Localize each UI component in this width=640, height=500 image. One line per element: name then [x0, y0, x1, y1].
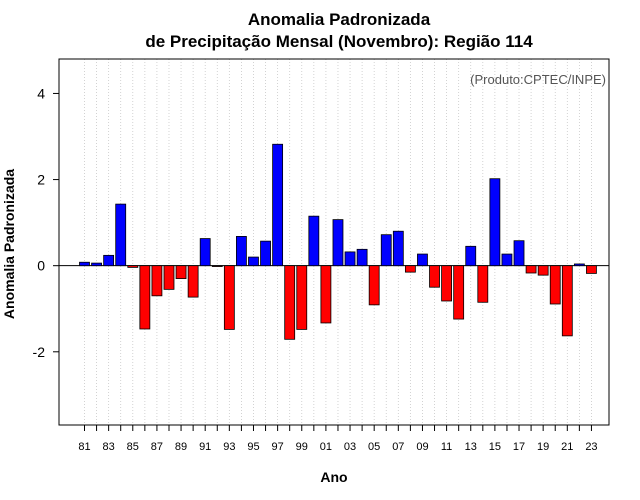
bar-11 [441, 265, 453, 302]
bar-20 [549, 265, 561, 305]
bar-16 [501, 253, 513, 267]
bar-07 [392, 230, 404, 267]
bar-94 [236, 236, 247, 267]
bar-98 [284, 265, 296, 340]
x-tick-label: 11 [441, 441, 452, 453]
bar-96 [260, 240, 271, 267]
bar-21 [561, 265, 573, 337]
x-tick-label: 23 [585, 441, 597, 453]
bar-13 [465, 245, 477, 267]
y-axis: 4 2 0 -2 [33, 85, 59, 360]
bar-99 [296, 265, 308, 330]
x-tick-label: 01 [320, 441, 332, 453]
bar-90 [187, 265, 199, 298]
bars [79, 143, 597, 340]
bar-14 [477, 265, 489, 303]
x-tick-label: 15 [489, 441, 501, 453]
bar-02 [332, 219, 344, 267]
bar-83 [103, 254, 115, 267]
chart-title: Anomalia Padronizada [248, 10, 431, 29]
bar-97 [272, 143, 284, 267]
bar-23 [586, 265, 597, 274]
bar-12 [453, 265, 465, 320]
bar-10 [429, 265, 440, 288]
x-tick-label: 07 [392, 441, 404, 453]
y-tick-label: 0 [37, 258, 45, 274]
x-tick-label: 05 [368, 441, 380, 453]
x-tick-label: 89 [175, 441, 187, 453]
bar-22 [573, 263, 585, 267]
x-tick-label: 19 [537, 441, 549, 453]
x-tick-label: 95 [247, 441, 259, 453]
x-tick-label: 21 [561, 441, 573, 453]
bar-91 [199, 238, 211, 267]
bar-82 [91, 262, 102, 267]
bar-89 [175, 265, 187, 279]
bar-84 [115, 203, 127, 267]
x-tick-label: 81 [78, 441, 90, 453]
bar-93 [223, 265, 235, 330]
x-tick-label: 85 [127, 441, 139, 453]
bar-19 [537, 265, 549, 276]
x-tick-label: 17 [513, 441, 525, 453]
x-tick-label: 99 [296, 441, 308, 453]
bar-18 [525, 265, 537, 274]
bar-92 [211, 265, 223, 267]
bar-95 [248, 256, 259, 267]
x-tick-label: 83 [103, 441, 115, 453]
x-tick-label: 13 [465, 441, 477, 453]
bar-09 [417, 253, 428, 267]
plot-frame [58, 58, 610, 426]
bar-08 [404, 265, 416, 273]
bar-81 [79, 261, 90, 267]
x-axis: 81 83 85 87 89 91 93 95 97 99 01 03 05 07 09 11 13 15 17 19… [78, 425, 598, 453]
bar-15 [489, 178, 501, 267]
x-tick-label: 97 [271, 441, 283, 453]
y-tick-label: 2 [37, 172, 45, 188]
bar-05 [368, 265, 380, 306]
bar-00 [308, 215, 320, 267]
x-tick-label: 03 [344, 441, 356, 453]
bar-87 [151, 265, 163, 297]
credit-label: (Produto:CPTEC/INPE) [470, 72, 606, 87]
x-tick-label: 09 [416, 441, 428, 453]
bar-06 [380, 234, 392, 267]
x-tick-label: 93 [223, 441, 235, 453]
x-axis-title: Ano [320, 469, 347, 485]
bar-04 [356, 248, 368, 267]
bar-01 [320, 265, 332, 324]
y-axis-title: Anomalia Padronizada [1, 169, 17, 319]
bar-86 [139, 265, 151, 330]
x-tick-label: 91 [199, 441, 211, 453]
bar-85 [127, 265, 139, 268]
bar-17 [513, 240, 525, 267]
y-tick-label: 4 [37, 85, 45, 101]
y-tick-label: -2 [33, 344, 46, 360]
bar-88 [163, 265, 175, 290]
bar-03 [344, 251, 356, 267]
chart-title-line2: de Precipitação Mensal (Novembro): Regiã… [145, 32, 533, 51]
x-tick-label: 87 [151, 441, 163, 453]
